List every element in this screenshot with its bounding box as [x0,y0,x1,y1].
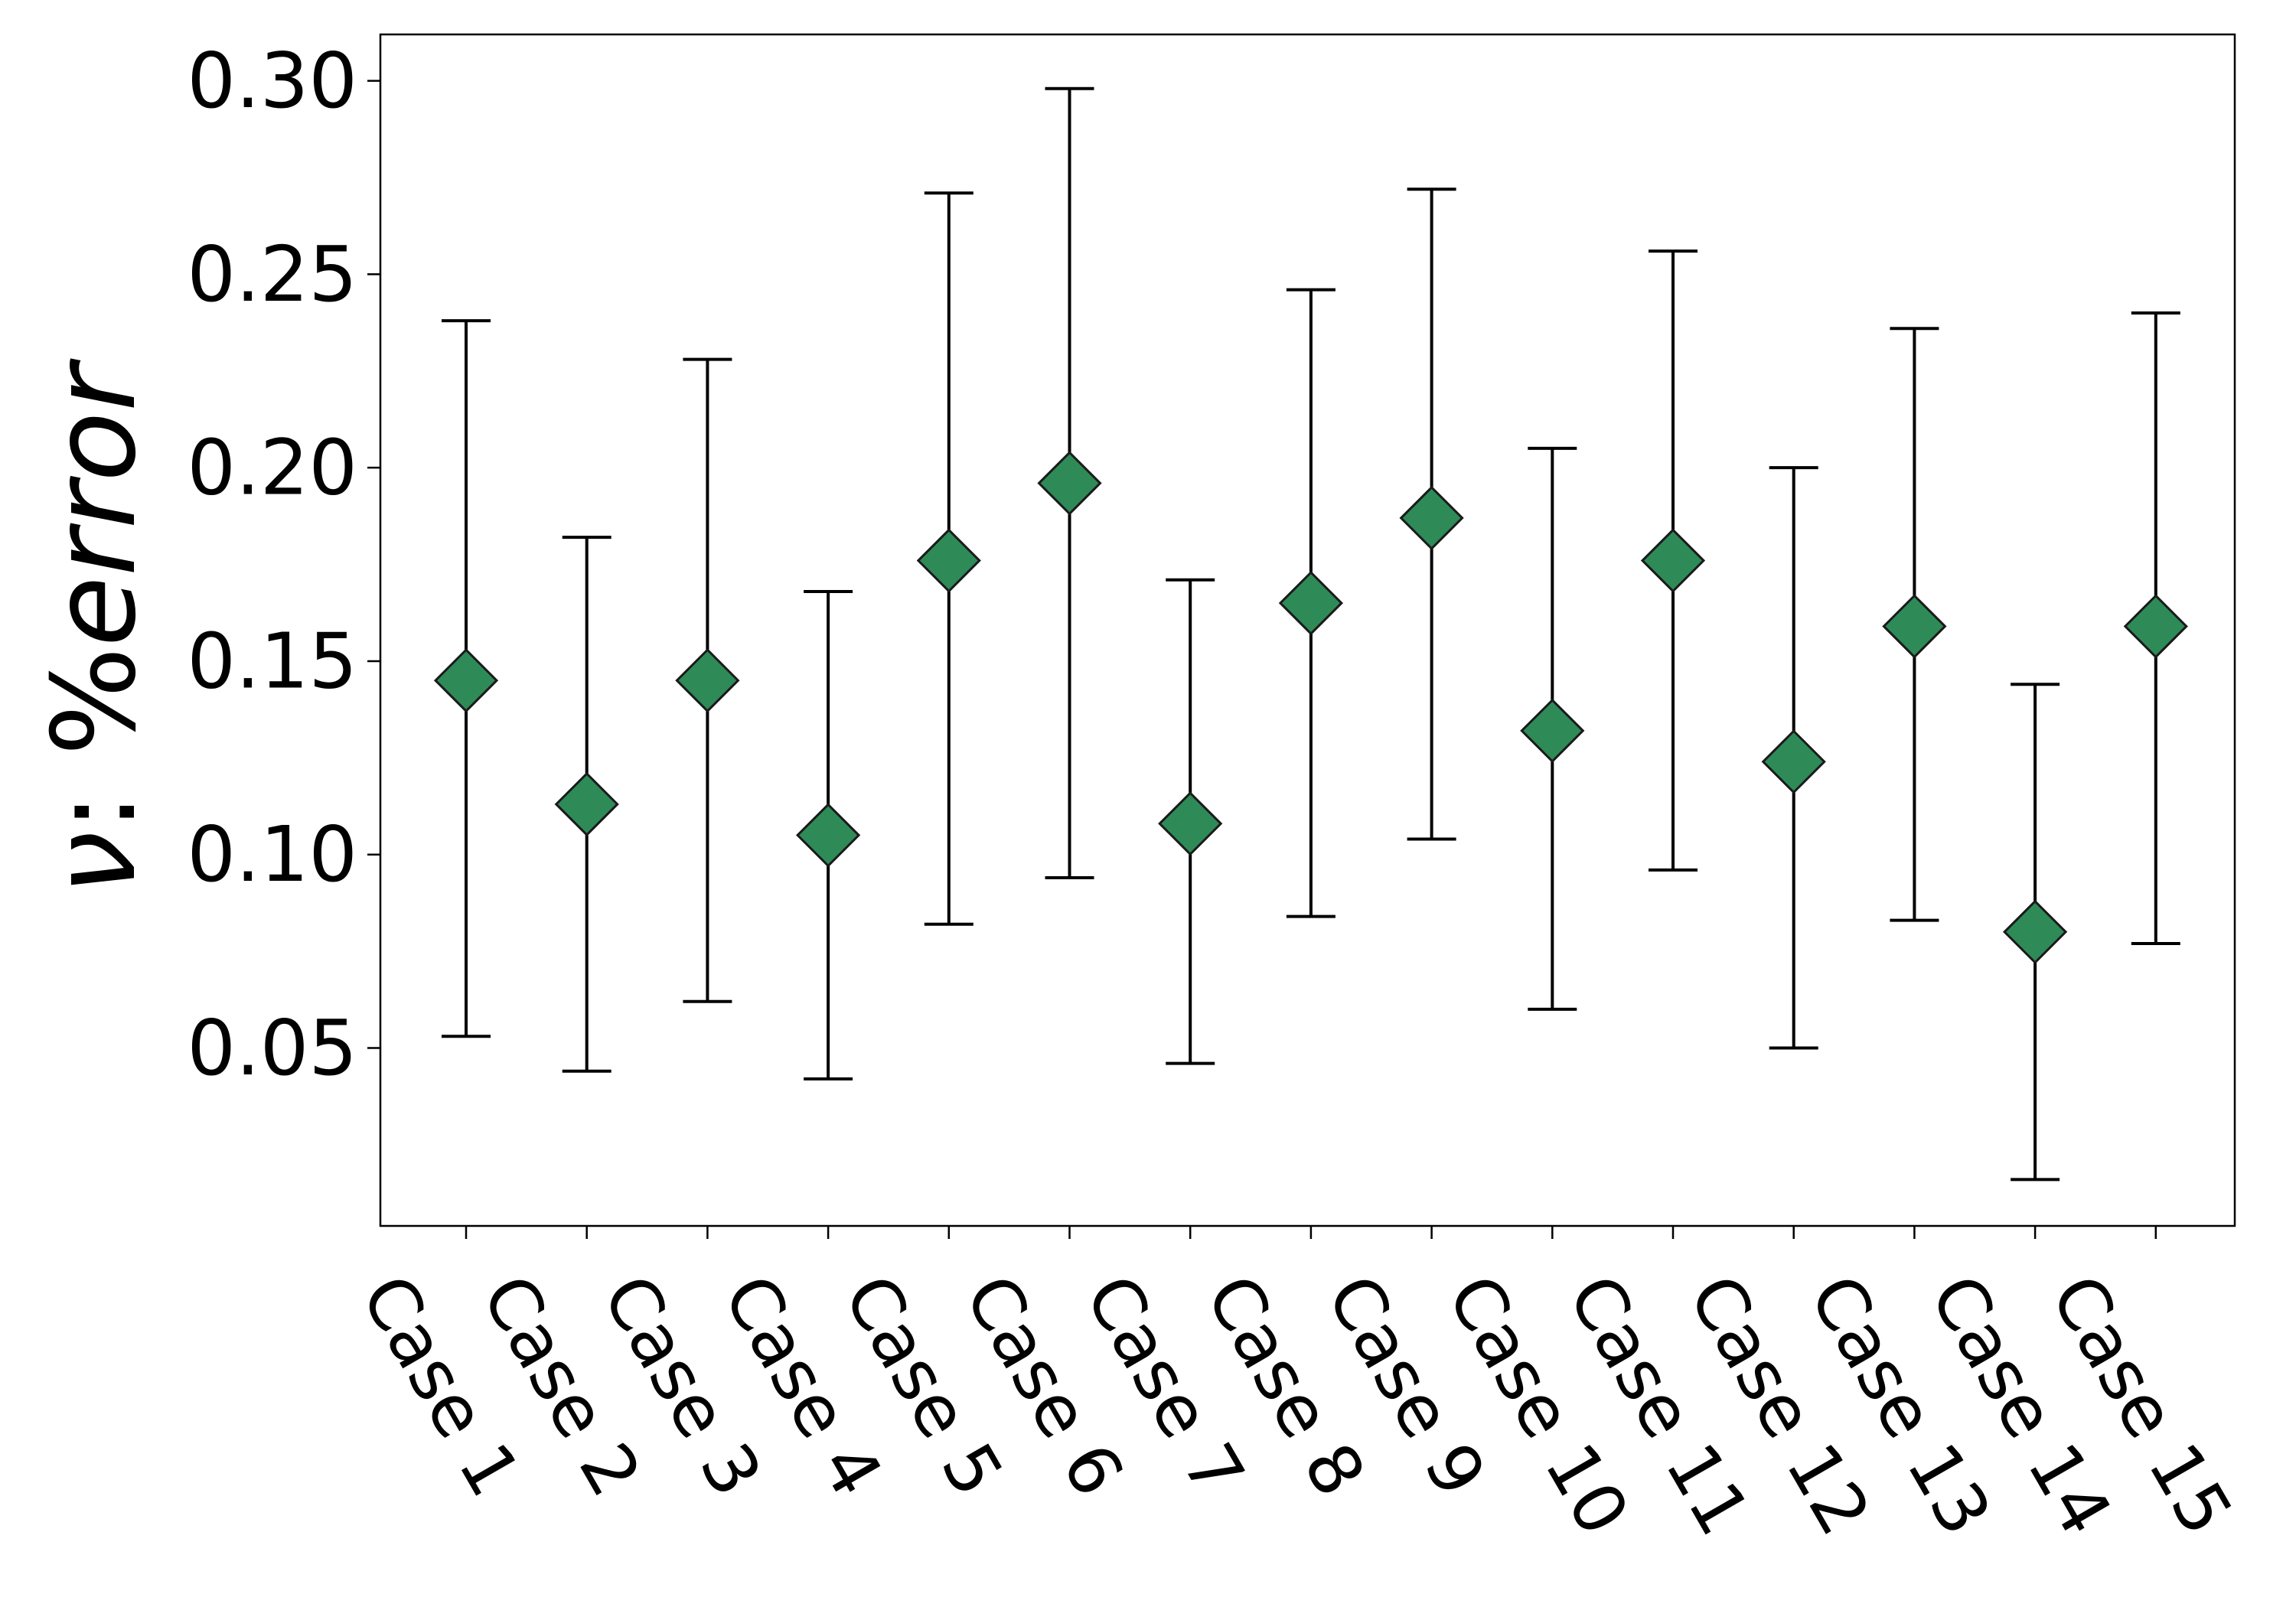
data-point-diamond [1882,594,1947,659]
data-point-diamond [554,771,619,837]
y-tick-label: 0.15 [187,616,357,706]
plot-marks [433,86,2188,1182]
y-axis-label-symbol: ν [28,831,161,895]
y-tick-label: 0.30 [187,36,357,125]
y-axis: 0.05 0.10 0.15 0.20 0.25 0.30 [187,36,380,1093]
data-point-diamond [1158,791,1223,856]
data-point-diamond [433,648,499,713]
y-tick-label: 0.25 [187,230,357,319]
data-point-diamond [1761,729,1826,794]
data-point-diamond [1037,451,1102,516]
y-axis-label-percent: % [28,647,161,756]
data-point-diamond [916,528,981,593]
y-tick-label: 0.05 [187,1003,357,1093]
y-axis-label: ν: %error [28,358,161,895]
data-point-diamond [2123,594,2188,659]
data-point-diamond [675,648,740,713]
y-tick-label: 0.10 [187,810,357,899]
data-point-diamond [2002,899,2068,964]
plot-frame [379,33,2236,1227]
data-point-diamond [1520,698,1585,764]
y-axis-label-separator: : [28,756,161,831]
y-tick-label: 0.20 [187,423,357,513]
data-point-diamond [795,803,861,868]
data-point-diamond [1640,528,1706,593]
data-point-diamond [1278,570,1344,636]
y-axis-label-word: error [28,358,161,647]
data-point-diamond [1399,485,1464,551]
